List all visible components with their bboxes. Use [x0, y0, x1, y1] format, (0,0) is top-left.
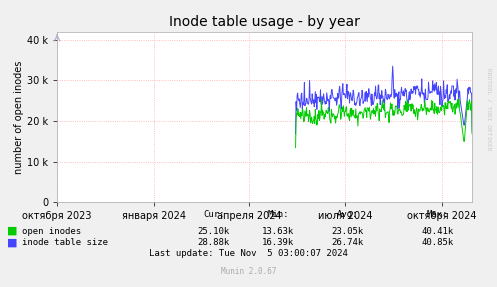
Text: Cur:: Cur: — [203, 210, 225, 219]
Text: 13.63k: 13.63k — [262, 226, 294, 236]
Text: 23.05k: 23.05k — [332, 226, 364, 236]
Text: RRDTOOL / TOBI OETIKER: RRDTOOL / TOBI OETIKER — [486, 68, 491, 150]
Text: open inodes: open inodes — [22, 226, 82, 236]
Title: Inode table usage - by year: Inode table usage - by year — [169, 15, 360, 29]
Text: 28.88k: 28.88k — [198, 238, 230, 247]
Text: ■: ■ — [7, 238, 18, 247]
Text: inode table size: inode table size — [22, 238, 108, 247]
Text: 25.10k: 25.10k — [198, 226, 230, 236]
Text: 40.85k: 40.85k — [421, 238, 453, 247]
Text: Min:: Min: — [267, 210, 289, 219]
Text: Max:: Max: — [426, 210, 448, 219]
Text: 40.41k: 40.41k — [421, 226, 453, 236]
Y-axis label: number of open inodes: number of open inodes — [14, 60, 24, 174]
Text: 16.39k: 16.39k — [262, 238, 294, 247]
Text: Munin 2.0.67: Munin 2.0.67 — [221, 267, 276, 276]
Text: 26.74k: 26.74k — [332, 238, 364, 247]
Text: Last update: Tue Nov  5 03:00:07 2024: Last update: Tue Nov 5 03:00:07 2024 — [149, 249, 348, 259]
Text: ■: ■ — [7, 226, 18, 236]
Text: Avg:: Avg: — [337, 210, 359, 219]
